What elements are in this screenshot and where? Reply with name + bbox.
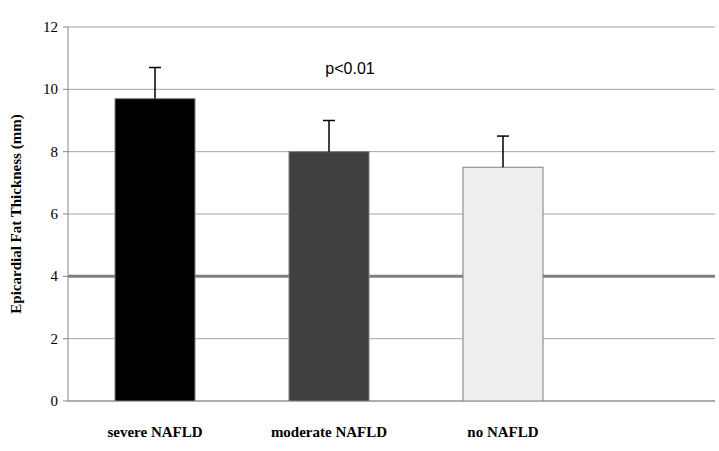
tick-mark (63, 27, 68, 28)
bar (115, 99, 195, 401)
grid-line (68, 27, 715, 28)
bar (463, 167, 543, 401)
error-cap (323, 120, 335, 122)
tick-label: 4 (51, 268, 59, 284)
grid-line (68, 89, 715, 90)
tick-label: 2 (51, 331, 59, 347)
category-label: no NAFLD (467, 424, 538, 440)
tick-label: 8 (51, 144, 59, 160)
category-label: severe NAFLD (107, 424, 202, 440)
tick-label: 12 (43, 19, 58, 35)
error-cap (497, 135, 509, 137)
tick-mark (63, 401, 68, 402)
error-bar (149, 68, 161, 99)
chart-svg: 0 2 4 6 8 10 12 severe NAFLD moderate NAFLD no NA… (0, 0, 719, 451)
bar (289, 152, 369, 401)
error-stem (502, 136, 504, 167)
annotation: p<0.01 (325, 60, 374, 77)
tick-mark (63, 89, 68, 90)
error-stem (328, 121, 330, 152)
tick-mark (63, 338, 68, 339)
bars (115, 68, 543, 401)
y-axis-label: Epicardial Fat Thickness (mm) (8, 114, 25, 313)
tick-label: 6 (51, 206, 59, 222)
category-label: moderate NAFLD (271, 424, 387, 440)
tick-mark (63, 276, 68, 277)
tick-label: 10 (43, 81, 58, 97)
chart-container: 0 2 4 6 8 10 12 severe NAFLD moderate NAFLD no NA… (0, 0, 719, 451)
error-bar (323, 121, 335, 152)
tick-label: 0 (51, 393, 59, 409)
error-cap (149, 67, 161, 69)
y-axis (68, 27, 69, 401)
error-bar (497, 136, 509, 167)
tick-mark (63, 151, 68, 152)
tick-mark (63, 214, 68, 215)
error-stem (154, 68, 156, 99)
